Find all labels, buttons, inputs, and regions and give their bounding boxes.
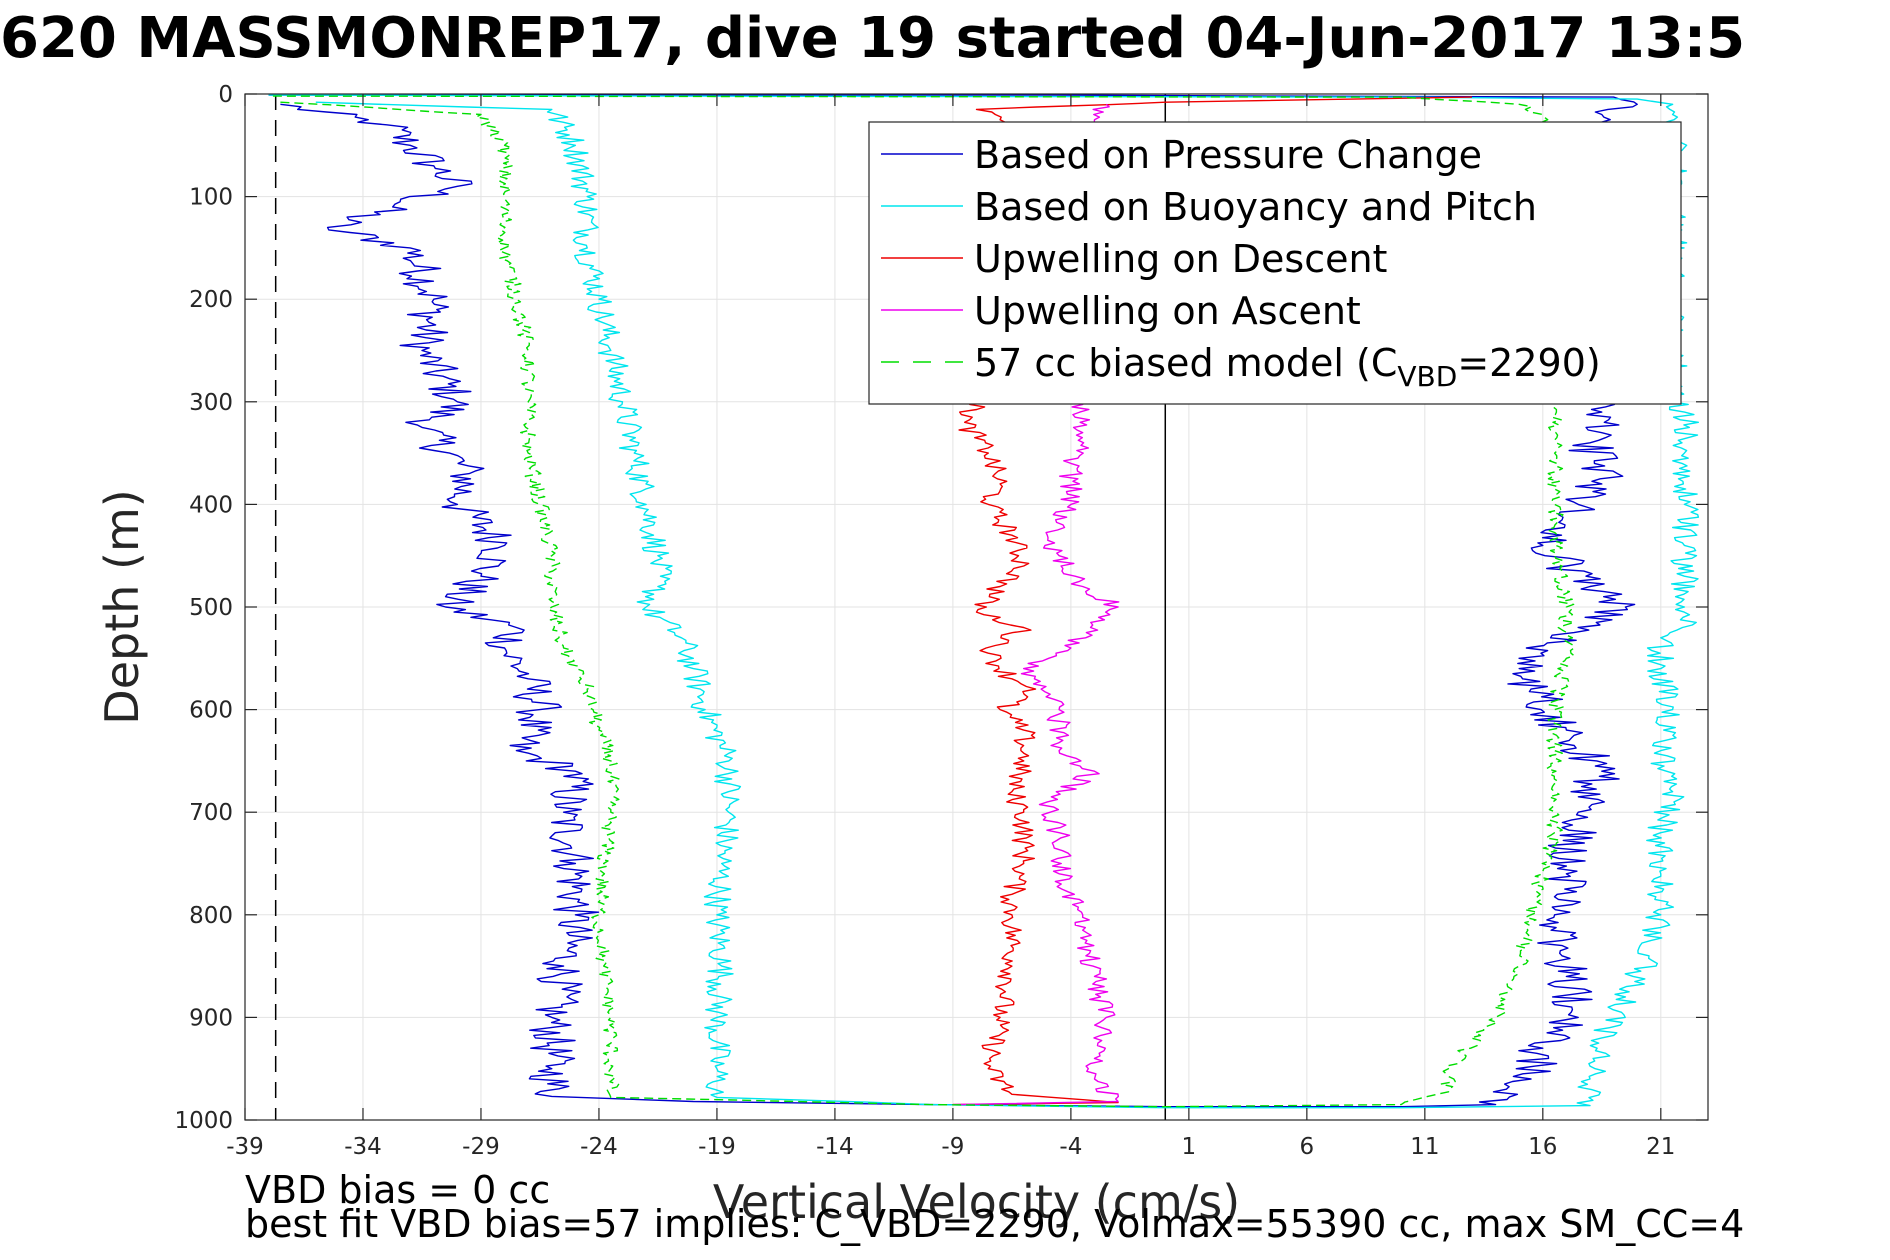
y-tick-label-5: 500 bbox=[189, 595, 233, 621]
x-tick-label-7: -4 bbox=[1059, 1134, 1082, 1160]
legend-label-ascent: Upwelling on Ascent bbox=[974, 289, 1361, 333]
series-line-0 bbox=[268, 94, 1638, 1108]
y-tick-label-7: 700 bbox=[189, 800, 233, 826]
x-tick-label-0: -39 bbox=[226, 1134, 264, 1160]
y-tick-label-4: 400 bbox=[189, 492, 233, 518]
best-fit-note: best fit VBD bias=57 implies: C_VBD=2290… bbox=[245, 1202, 1745, 1246]
y-tick-label-2: 200 bbox=[189, 287, 233, 313]
legend-label-descent: Upwelling on Descent bbox=[974, 237, 1387, 281]
y-axis-label: Depth (m) bbox=[95, 489, 149, 724]
y-tick-label-8: 800 bbox=[189, 903, 233, 929]
x-tick-label-5: -14 bbox=[816, 1134, 854, 1160]
vbd-bias-note: VBD bias = 0 cc bbox=[245, 1168, 551, 1212]
x-tick-label-11: 16 bbox=[1528, 1134, 1557, 1160]
y-tick-label-3: 300 bbox=[189, 390, 233, 416]
legend-label-model-part1: 57 cc biased model (C bbox=[974, 341, 1397, 385]
series-line-1 bbox=[268, 94, 1700, 1109]
y-tick-label-1: 100 bbox=[189, 185, 233, 211]
x-axis-label: Vertical Velocity (cm/s) bbox=[713, 1175, 1240, 1229]
tick-layer: -39 -34 -29 -24 -19 -14 -9 -4 1 6 11 16 210100200300… bbox=[174, 82, 1708, 1160]
x-tick-label-6: -9 bbox=[941, 1134, 964, 1160]
x-tick-label-9: 6 bbox=[1300, 1134, 1315, 1160]
x-tick-label-10: 11 bbox=[1410, 1134, 1439, 1160]
legend: Based on Pressure Change Based on Buoyan… bbox=[868, 121, 1682, 405]
x-tick-label-1: -34 bbox=[344, 1134, 382, 1160]
legend-label-model-part2: =2290) bbox=[1457, 341, 1600, 385]
legend-label-buoyancy: Based on Buoyancy and Pitch bbox=[974, 185, 1537, 229]
legend-label-model: 57 cc biased model (CVBD=2290) bbox=[974, 341, 1601, 393]
x-tick-label-12: 21 bbox=[1646, 1134, 1675, 1160]
legend-label-model-subscript: VBD bbox=[1397, 360, 1457, 393]
x-tick-label-3: -24 bbox=[580, 1134, 618, 1160]
series-line-4 bbox=[268, 95, 1575, 1108]
y-tick-label-6: 600 bbox=[189, 698, 233, 724]
x-tick-label-8: 1 bbox=[1182, 1134, 1197, 1160]
legend-box bbox=[868, 121, 1682, 405]
x-tick-label-2: -29 bbox=[462, 1134, 500, 1160]
y-tick-label-9: 900 bbox=[189, 1005, 233, 1031]
chart-title: 620 MASSMONREP17, dive 19 started 04-Jun… bbox=[0, 6, 1746, 71]
y-tick-label-0: 0 bbox=[218, 82, 233, 108]
y-tick-label-10: 1000 bbox=[174, 1108, 233, 1134]
legend-label-pressure: Based on Pressure Change bbox=[974, 133, 1482, 177]
x-tick-label-4: -19 bbox=[698, 1134, 736, 1160]
